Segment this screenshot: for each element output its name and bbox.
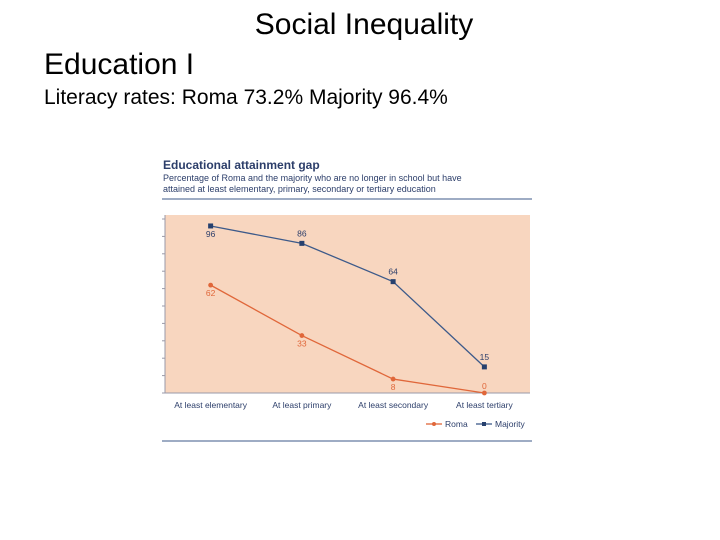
plot-area: [165, 215, 530, 393]
roma-data-label: 62: [206, 288, 216, 298]
chart-svg: Educational attainment gap Percentage of…: [162, 158, 532, 442]
majority-series-line: [210, 225, 485, 368]
x-tick-label: At least primary: [272, 400, 332, 410]
x-axis-labels: At least elementary At least primary At le…: [174, 400, 513, 410]
roma-point: [208, 282, 214, 288]
roma-point: [390, 376, 396, 382]
roma-legend-marker: [432, 422, 436, 426]
chart-figure: Educational attainment gap Percentage of…: [160, 153, 534, 445]
data-labels: 62 33 8 0 96 86 64 15: [206, 228, 489, 392]
roma-data-label: 33: [297, 339, 307, 349]
slide-title: Social Inequality: [254, 8, 474, 41]
majority-point: [481, 364, 487, 370]
roma-legend-label: Roma: [445, 419, 468, 429]
majority-legend-label: Majority: [495, 419, 526, 429]
majority-data-label: 86: [297, 228, 307, 238]
roma-data-label: 8: [391, 382, 396, 392]
roma-point: [299, 333, 305, 338]
majority-data-label: 15: [480, 352, 490, 362]
x-tick-label: At least elementary: [174, 400, 248, 410]
slide-body-text: Literacy rates: Roma 73.2% Majority 96.4…: [44, 86, 448, 109]
slide-subtitle: Education I: [44, 48, 195, 81]
majority-legend-marker: [482, 422, 486, 426]
roma-data-label: 0: [482, 381, 487, 391]
majority-data-label: 96: [206, 229, 216, 239]
x-tick-label: At least secondary: [358, 400, 429, 410]
chart-subtitle-line-2: attained at least elementary, primary, s…: [163, 184, 436, 194]
legend: Roma Majority: [426, 419, 526, 429]
roma-series-line: [210, 284, 485, 394]
majority-point: [390, 279, 396, 285]
y-axis-ticks: [162, 218, 165, 394]
majority-point: [208, 223, 214, 229]
roma-point: [481, 390, 487, 396]
chart-title: Educational attainment gap: [163, 158, 320, 172]
chart-subtitle-line-1: Percentage of Roma and the majority who …: [163, 173, 462, 183]
majority-data-label: 64: [388, 267, 398, 277]
majority-point: [299, 240, 305, 246]
series-points: [208, 223, 487, 396]
series-lines: [210, 225, 485, 394]
x-tick-label: At least tertiary: [456, 400, 513, 410]
